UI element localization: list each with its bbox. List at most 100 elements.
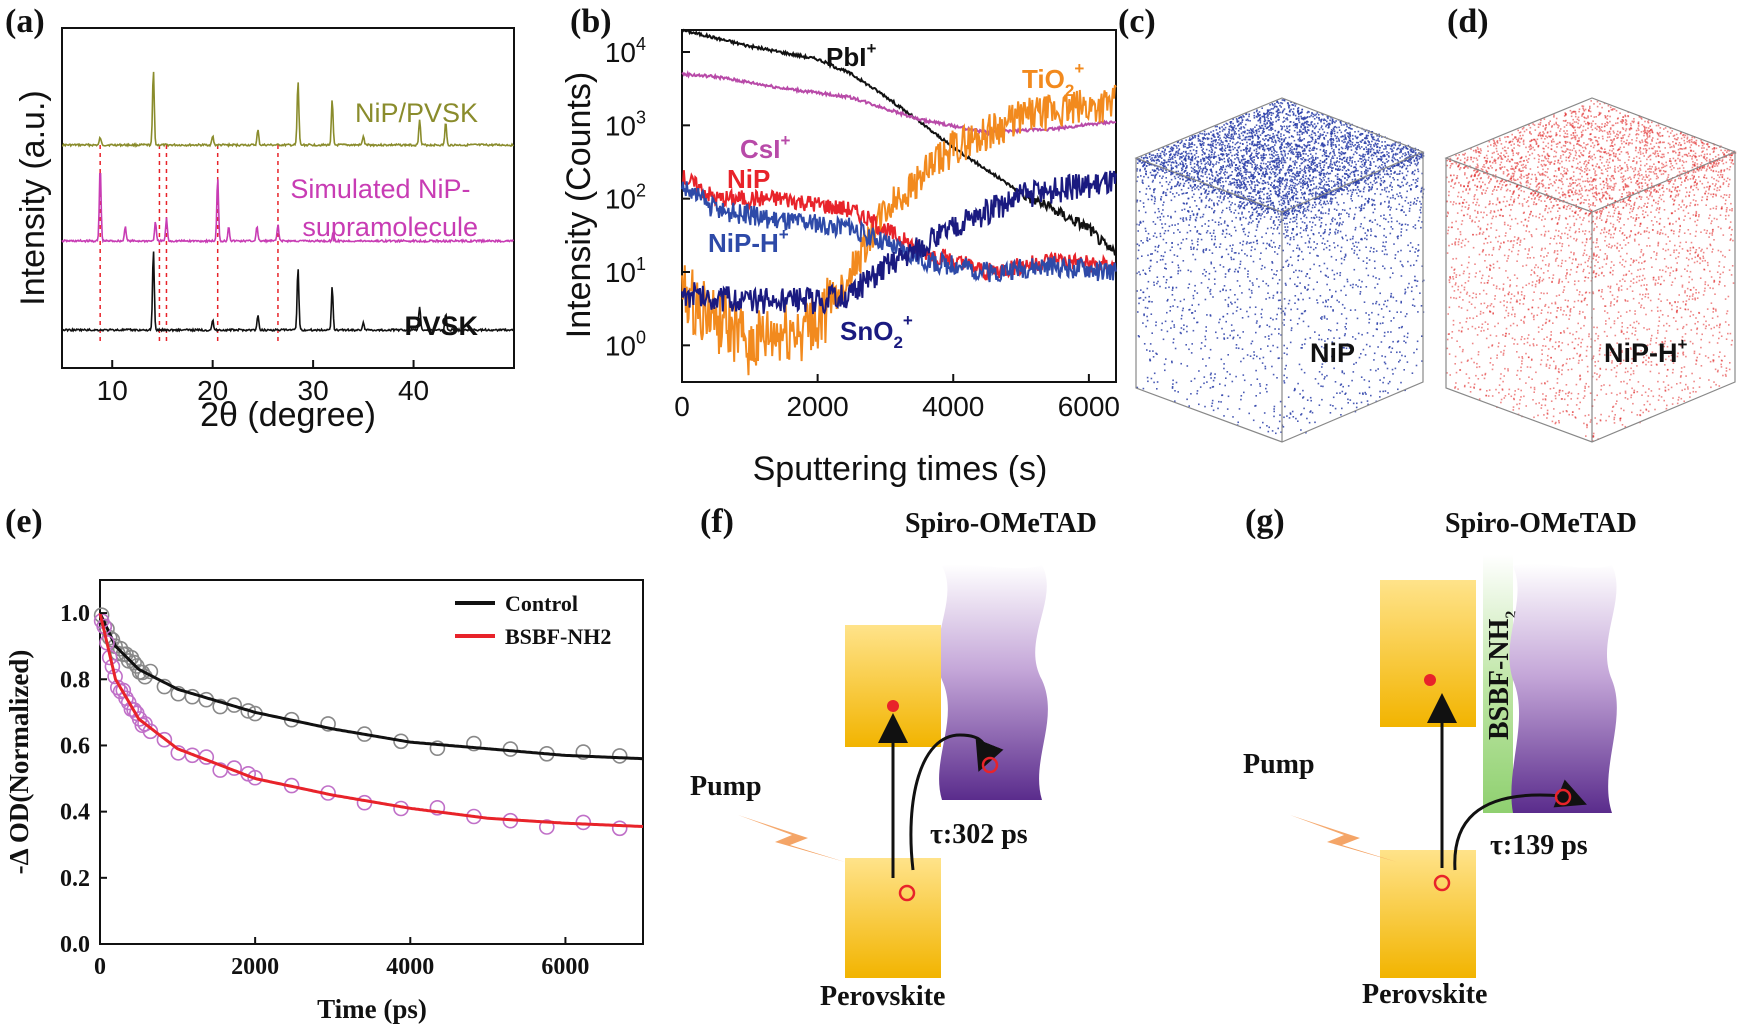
density-dot [1320,173,1322,175]
density-dot [1356,402,1358,405]
density-dot [1276,253,1279,255]
density-dot [1383,217,1385,220]
density-dot [1296,144,1298,146]
density-dot [1363,181,1366,183]
density-dot [1264,135,1267,137]
density-dot [1332,405,1334,407]
density-dot [1398,361,1400,363]
density-dot [1270,193,1272,196]
density-dot [1172,167,1174,169]
density-dot [1315,156,1317,159]
density-dot [1321,190,1323,193]
density-dot [1370,175,1372,177]
density-dot [1279,111,1281,114]
density-dot [1318,265,1321,267]
density-dot [1304,167,1306,169]
density-dot [1346,280,1349,283]
density-dot [1321,316,1323,318]
density-dot [1360,286,1362,288]
density-dot [1244,169,1246,172]
density-dot [1230,235,1233,237]
density-dot [1265,163,1267,165]
density-dot [1371,198,1373,201]
density-dot [1228,163,1231,165]
density-dot [1291,184,1294,187]
density-dot [1414,251,1416,253]
density-dot [1260,214,1262,217]
density-dot [1378,165,1381,168]
density-dot [1415,203,1417,205]
density-dot [1198,139,1201,141]
density-dot [1256,203,1258,205]
density-dot [1414,169,1416,172]
density-dot [1214,235,1216,238]
density-dot [1421,156,1424,159]
nip-3d-cube: NiP [1134,97,1425,443]
density-dot [1267,144,1270,146]
density-dot [1396,311,1398,313]
label-nip: NiP [727,164,770,194]
density-dot [1175,192,1178,194]
density-dot [1186,147,1188,149]
density-dot [1320,318,1323,320]
density-dot [1341,147,1344,150]
density-dot [1244,138,1247,141]
density-dot [1240,172,1243,175]
density-dot [1367,167,1369,170]
density-dot [1160,196,1163,198]
density-dot [1337,185,1340,187]
density-dot [1271,246,1273,248]
density-dot [1322,185,1325,187]
density-dot [1268,176,1271,178]
density-dot [1136,162,1139,164]
density-dot [1250,181,1253,183]
density-dot [1403,160,1406,162]
density-dot [1329,228,1331,231]
density-dot [1250,175,1252,177]
density-dot [1381,145,1383,147]
density-dot [1179,231,1181,233]
density-dot [1161,322,1163,325]
density-dot [1333,130,1336,132]
density-dot [1372,302,1374,305]
density-dot [1371,153,1373,156]
density-dot [1323,179,1325,181]
density-dot [1272,204,1274,207]
density-dot [1258,213,1261,215]
density-dot [1306,181,1309,183]
density-dot [1182,220,1185,222]
density-dot [1347,147,1349,149]
density-dot [1227,134,1230,136]
density-dot [1258,182,1261,184]
density-dot [1170,153,1172,155]
density-dot [1394,141,1397,144]
density-dot [1261,362,1264,364]
density-dot [1382,265,1384,267]
density-dot [1349,399,1352,401]
density-dot [1234,268,1237,271]
density-dot [1212,296,1214,298]
density-dot [1330,202,1333,204]
density-dot [1286,182,1288,184]
density-dot [1222,289,1224,291]
density-dot [1159,285,1161,288]
density-dot [1285,192,1288,195]
density-dot [1201,143,1204,145]
density-dot [1252,199,1255,202]
density-dot [1335,228,1337,231]
density-dot [1278,109,1280,111]
density-dot [1209,144,1212,147]
density-dot [1262,144,1264,147]
density-dot [1238,172,1241,174]
density-dot [1241,174,1244,177]
density-dot [1377,346,1379,348]
density-dot [1236,153,1239,156]
density-dot [1242,134,1244,137]
tofsims-x-axis-label: Sputtering times (s) [753,450,1048,488]
density-dot [1401,205,1404,208]
density-dot [1346,144,1348,146]
density-dot [1168,151,1171,153]
density-dot [1316,163,1318,166]
density-dot [1386,253,1388,256]
density-dot [1298,151,1300,153]
